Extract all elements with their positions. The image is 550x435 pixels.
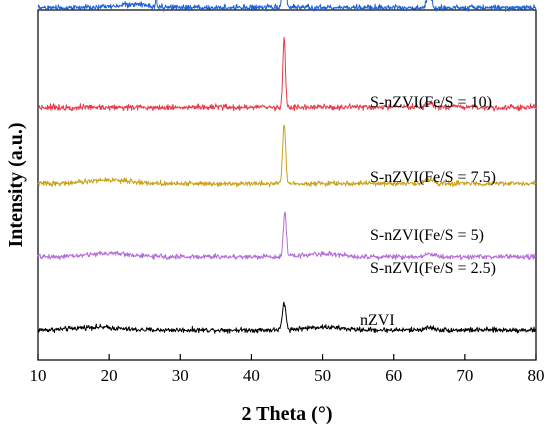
- x-tick-label: 60: [385, 366, 402, 385]
- x-tick-label: 50: [314, 366, 331, 385]
- series-label: S-nZVI(Fe/S = 10): [370, 94, 492, 111]
- series-line: [37, 37, 537, 112]
- series-label: S-nZVI(Fe/S = 2.5): [370, 260, 496, 277]
- x-axis-title: 2 Theta (°): [242, 403, 333, 425]
- x-tick-label: 10: [30, 366, 47, 385]
- series-line: [37, 0, 537, 12]
- series-traces: [37, 0, 537, 334]
- plot-frame: [37, 9, 537, 361]
- series-line: [37, 124, 537, 188]
- x-tick-label: 80: [528, 366, 545, 385]
- series-label: S-nZVI(Fe/S = 5): [370, 227, 484, 244]
- x-tick-label: 40: [243, 366, 260, 385]
- series-labels: nZVI S-nZVI(Fe/S = 2.5) S-nZVI(Fe/S = 5) S-…: [360, 94, 496, 329]
- series-label: nZVI: [360, 312, 395, 329]
- series-label: S-nZVI(Fe/S = 7.5): [370, 169, 496, 186]
- series-line: [37, 211, 537, 261]
- x-axis-ticks: 10 20 30 40 50 60 70 80: [30, 354, 545, 385]
- x-tick-label: 70: [456, 366, 473, 385]
- x-tick-label: 30: [172, 366, 189, 385]
- y-axis-title: Intensity (a.u.): [5, 122, 27, 247]
- series-line: [37, 301, 537, 334]
- x-tick-label: 20: [101, 366, 118, 385]
